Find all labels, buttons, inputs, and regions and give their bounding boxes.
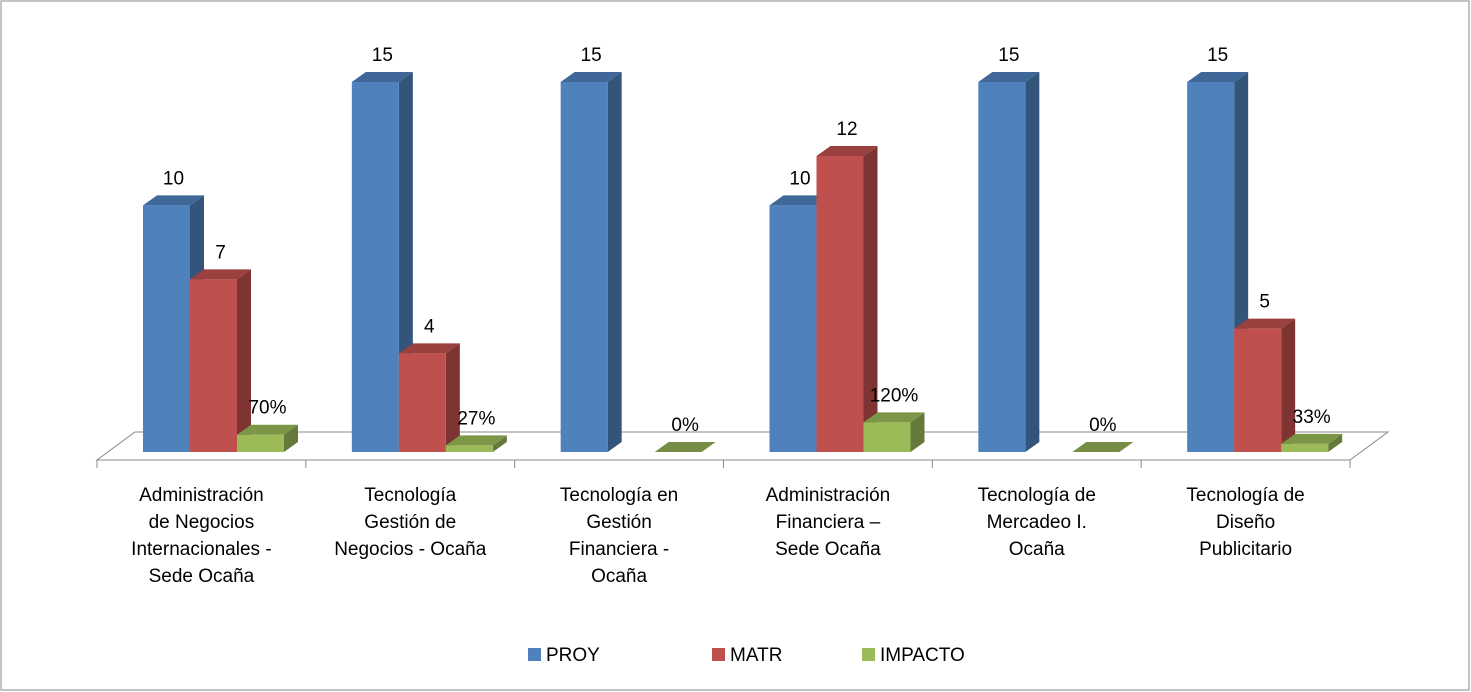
bar-top <box>1072 442 1134 452</box>
bar-top <box>190 269 251 280</box>
bar-side <box>237 269 251 452</box>
bar-side <box>1025 72 1040 452</box>
bar <box>769 205 817 452</box>
category-label: Administración Financiera – Sede Ocaña <box>765 485 891 560</box>
bar-top <box>816 146 878 156</box>
bar-side <box>1281 318 1296 452</box>
bar-top <box>445 435 507 446</box>
legend-swatch <box>862 648 875 661</box>
legend-swatch <box>712 648 725 661</box>
bar <box>1234 328 1282 452</box>
data-label: 70% <box>248 398 286 419</box>
category-label: Tecnología de Mercadeo I. Ocaña <box>977 485 1096 560</box>
bar-top <box>1281 433 1343 444</box>
data-label: 4 <box>424 316 435 337</box>
data-label: 27% <box>457 408 495 429</box>
bar-side <box>284 424 298 452</box>
data-label: 10 <box>789 168 810 189</box>
bar <box>190 279 237 452</box>
bar <box>1281 443 1329 452</box>
bar <box>351 82 399 452</box>
category-label: Administración de Negocios Internacional… <box>131 485 272 587</box>
bar <box>978 82 1026 452</box>
data-label: 0% <box>1089 415 1117 436</box>
bar <box>863 422 911 452</box>
bar-top <box>351 72 413 82</box>
data-label: 15 <box>998 45 1019 66</box>
bar-side <box>607 72 622 452</box>
legend-label: MATR <box>730 645 782 666</box>
legend-label: IMPACTO <box>880 645 965 666</box>
data-label: 12 <box>836 119 857 140</box>
category-label: Tecnología Gestión de Negocios - Ocaña <box>334 485 487 560</box>
data-label: 15 <box>1207 45 1228 66</box>
legend-label: PROY <box>546 645 600 666</box>
bar-side <box>863 146 878 452</box>
data-label: 5 <box>1259 292 1270 313</box>
bar <box>445 445 493 452</box>
data-label: 10 <box>163 168 184 189</box>
bar-side <box>1328 433 1343 452</box>
bar <box>143 205 190 452</box>
legend-swatch <box>528 648 541 661</box>
bar-top <box>560 72 622 82</box>
bar-top <box>1187 72 1249 82</box>
bar <box>816 156 864 452</box>
data-label: 120% <box>870 385 919 406</box>
bar <box>237 434 284 452</box>
data-label: 33% <box>1293 407 1331 428</box>
bar <box>560 82 608 452</box>
bar-top <box>143 195 204 206</box>
bar-top <box>1234 318 1296 329</box>
bar-side <box>445 343 460 452</box>
bar-top <box>863 412 925 423</box>
category-label: Tecnología de Diseño Publicitario <box>1186 485 1305 560</box>
data-label: 7 <box>215 242 226 263</box>
data-label: 0% <box>671 415 699 436</box>
bar-side <box>492 435 507 452</box>
bar-top <box>398 343 460 354</box>
category-label: Tecnología en Gestión Financiera - Ocaña <box>559 485 679 587</box>
bar <box>398 353 446 452</box>
bar-top <box>978 72 1040 82</box>
data-label: 15 <box>372 45 393 66</box>
bar-side <box>910 412 925 452</box>
bar-top <box>769 195 831 206</box>
data-label: 15 <box>581 45 602 66</box>
bar <box>1187 82 1235 452</box>
bar-top <box>237 424 298 435</box>
bar-top <box>654 442 716 452</box>
